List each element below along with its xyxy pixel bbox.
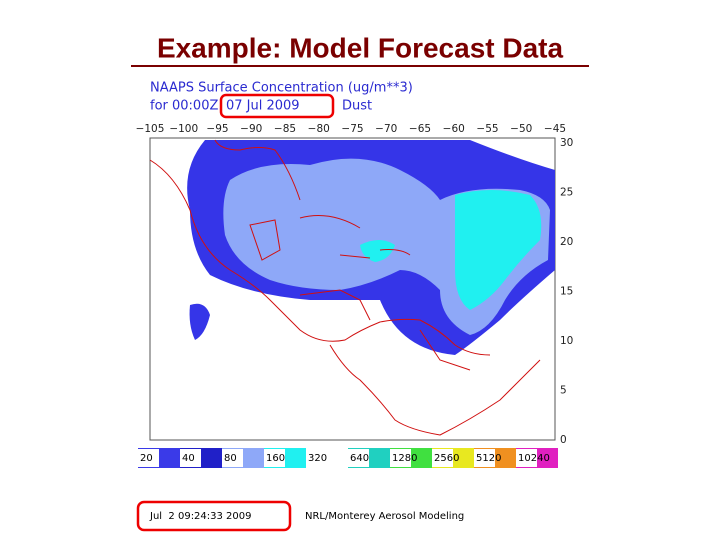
lon-label: −70 (375, 123, 397, 135)
date-highlight (219, 93, 335, 119)
lat-label: 20 (560, 236, 573, 248)
legend-label-bg (348, 449, 369, 467)
border (249, 219, 541, 436)
timestamp-highlight (136, 500, 292, 532)
lon-label: −65 (409, 123, 431, 135)
lat-label: 10 (560, 335, 573, 347)
map-header-for: for 00:00Z (150, 99, 218, 114)
legend-label-bg (516, 449, 537, 467)
lon-label: −45 (544, 123, 566, 135)
legend-label: 160 (266, 453, 285, 464)
legend-label: 20 (140, 453, 153, 464)
legend-label: 40 (182, 453, 195, 464)
footer-timestamp: Jul 2 09:24:33 2009 (149, 511, 252, 522)
legend-label-bg (306, 449, 327, 467)
legend-label-bg (180, 449, 201, 467)
legend-label-bg (264, 449, 285, 467)
legend-label: 2560 (434, 453, 459, 464)
map-header-date: 07 Jul 2009 (226, 99, 300, 114)
legend-label-bg (432, 449, 453, 467)
lon-label: −80 (308, 123, 330, 135)
map (149, 137, 556, 441)
latitude-labels: 30 25 20 15 10 5 0 (560, 137, 573, 446)
color-legend: 20 40 80 160 320 640 1280 2560 5120 10240 (138, 448, 558, 468)
dust-region (455, 190, 542, 310)
legend-label-bg (138, 449, 159, 467)
footer-credit: NRL/Monterey Aerosol Modeling (305, 511, 464, 522)
longitude-labels: −105 −100 −95 −90 −85 −80 −75 −70 −65 −60 −55 −50 −4… (136, 123, 567, 135)
lat-label: 0 (560, 434, 567, 446)
lon-label: −105 (136, 123, 165, 135)
lat-label: 25 (560, 187, 573, 199)
lat-label: 5 (560, 385, 567, 397)
legend-label: 640 (350, 453, 369, 464)
lon-label: −95 (206, 123, 228, 135)
legend-label: 320 (308, 453, 327, 464)
map-header: NAAPS Surface Concentration (ug/m**3) (150, 81, 413, 96)
lat-label: 15 (560, 286, 573, 298)
coastline (149, 139, 491, 356)
legend-label-bg (222, 449, 243, 467)
lon-label: −50 (510, 123, 532, 135)
map-header-species: Dust (342, 99, 372, 114)
lon-label: −55 (476, 123, 498, 135)
dust-region (360, 240, 395, 262)
lon-label: −60 (443, 123, 465, 135)
legend-label: 10240 (518, 453, 550, 464)
lon-label: −90 (240, 123, 262, 135)
lon-label: −75 (341, 123, 363, 135)
legend-label: 80 (224, 453, 237, 464)
lon-label: −100 (169, 123, 198, 135)
lat-label: 30 (560, 137, 573, 149)
legend-label-bg (390, 449, 411, 467)
dust-region (189, 303, 210, 340)
lon-label: −85 (274, 123, 296, 135)
legend-label-bg (474, 449, 495, 467)
slide-title: Example: Model Forecast Data (157, 32, 564, 63)
legend-label: 1280 (392, 453, 417, 464)
legend-label: 5120 (476, 453, 501, 464)
